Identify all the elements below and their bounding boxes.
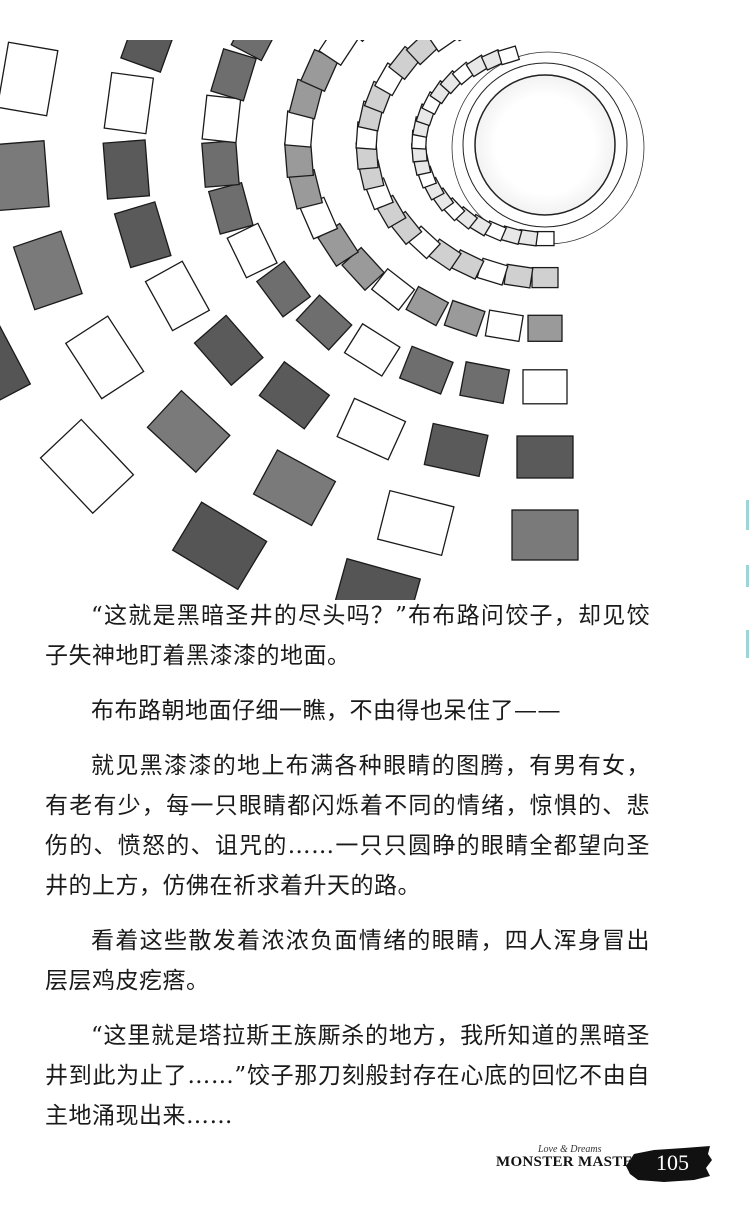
stone-block (258, 360, 331, 430)
stone-block (146, 389, 231, 474)
page-edge-mark (746, 500, 749, 530)
page-edge-mark (746, 565, 749, 587)
page-number: 105 (656, 1150, 689, 1175)
stone-well-illustration (0, 40, 645, 600)
stone-block (503, 263, 534, 289)
stone-block (171, 501, 268, 591)
stone-block (511, 509, 579, 561)
stone-block (331, 557, 422, 600)
stone-block (295, 294, 353, 351)
stone-block (113, 201, 172, 269)
stone-block (423, 422, 489, 478)
stone-block (535, 230, 555, 247)
stone-block (336, 397, 407, 461)
brush-stroke-icon (626, 1146, 712, 1182)
stone-block (120, 40, 181, 73)
stone-block (527, 314, 563, 342)
paragraph: 布布路朝地面仔细一瞧，不由得也呆住了—— (91, 698, 561, 724)
stone-block (0, 41, 59, 117)
stone-block (405, 285, 450, 327)
stone-block (343, 322, 401, 377)
stone-block (497, 45, 521, 66)
stone-block (103, 71, 155, 135)
stone-block (426, 40, 461, 53)
stone-block (522, 369, 568, 405)
series-tagline: Love & Dreams (538, 1144, 602, 1155)
stone-block (226, 222, 278, 279)
stone-block (516, 435, 574, 479)
series-title: MONSTER MASTER (496, 1154, 644, 1170)
stone-block (484, 309, 524, 343)
stone-block (230, 40, 283, 62)
stone-block (201, 140, 240, 188)
stone-block (255, 260, 312, 318)
stone-block (0, 140, 50, 212)
stone-block (12, 230, 83, 311)
paragraph: “这里就是塔拉斯王族厮杀的地方，我所知道的黑暗圣井到此为止了……”饺子那刀刻般封… (45, 1023, 650, 1129)
page-edge-mark (746, 630, 749, 658)
stone-block (376, 489, 455, 557)
stone-block (207, 181, 254, 235)
body-text: “这就是黑暗圣井的尽头吗？”布布路问饺子，却见饺子失神地盯着黑漆漆的地面。 布布… (45, 596, 650, 1151)
stone-block (0, 315, 32, 411)
stone-block (252, 449, 337, 527)
stone-block (370, 267, 416, 312)
stone-block (39, 418, 135, 515)
stone-block (64, 315, 145, 400)
stone-block (443, 299, 486, 337)
stone-block (398, 345, 454, 395)
paragraph: 就见黑漆漆的地上布满各种眼睛的图腾，有男有女，有老有少，每一只眼睛都闪烁着不同的… (45, 753, 650, 899)
stone-block (193, 314, 264, 387)
page-footer: Love & Dreams MONSTER MASTER 105 (496, 1140, 716, 1190)
stone-block (531, 266, 559, 289)
stone-block (102, 139, 151, 200)
stone-block (201, 94, 242, 144)
paragraph: 看着这些散发着浓浓负面情绪的眼睛，四人浑身冒出层层鸡皮疙瘩。 (45, 928, 650, 994)
stone-block (459, 361, 511, 405)
stone-block (210, 48, 257, 102)
stone-block (144, 260, 211, 332)
stone-block (318, 40, 361, 67)
paragraph: “这就是黑暗圣井的尽头吗？”布布路问饺子，却见饺子失神地盯着黑漆漆的地面。 (45, 603, 650, 669)
